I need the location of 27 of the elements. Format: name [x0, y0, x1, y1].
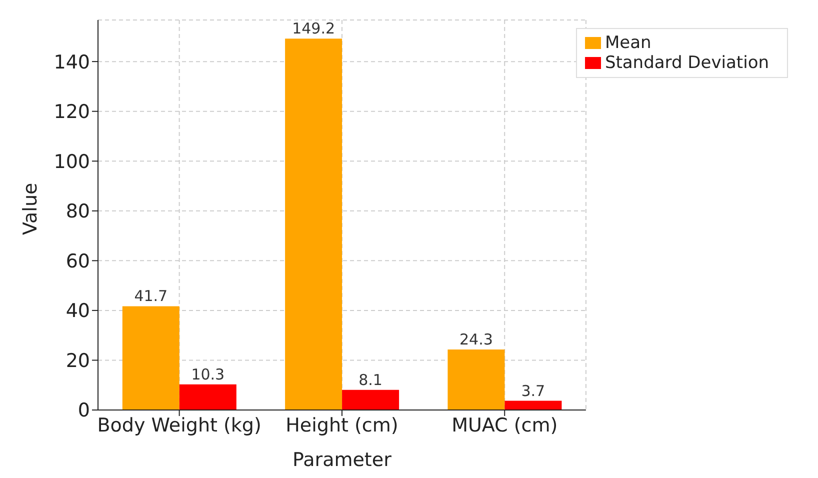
data-label: 149.2	[292, 20, 336, 38]
y-tick-label: 80	[66, 200, 90, 223]
data-label: 24.3	[459, 330, 493, 349]
legend-label: Mean	[604, 33, 652, 53]
data-label: 10.3	[191, 365, 225, 384]
x-tick-label: MUAC (cm)	[452, 414, 558, 436]
y-axis-title: Value	[20, 182, 42, 235]
data-label: 3.7	[521, 382, 546, 400]
y-tick-label: 60	[66, 250, 90, 272]
bar	[285, 38, 342, 410]
bar	[448, 350, 505, 410]
legend-label: Standard Deviation	[604, 53, 769, 73]
x-tick-label: Height (cm)	[286, 414, 398, 436]
bar	[504, 400, 562, 410]
y-tick-label: 140	[54, 51, 90, 74]
y-tick-label: 120	[54, 101, 90, 124]
x-axis-title: Parameter	[292, 449, 392, 471]
data-label: 41.7	[134, 287, 168, 306]
y-tick-label: 40	[66, 300, 90, 322]
x-tick-label: Body Weight (kg)	[97, 414, 262, 436]
bar	[122, 306, 180, 410]
bar	[179, 384, 236, 410]
y-tick-label: 20	[66, 350, 90, 372]
data-label: 8.1	[358, 370, 382, 389]
bar	[342, 390, 400, 410]
y-tick-label: 100	[54, 150, 90, 173]
y-tick-label: 0	[78, 400, 90, 422]
